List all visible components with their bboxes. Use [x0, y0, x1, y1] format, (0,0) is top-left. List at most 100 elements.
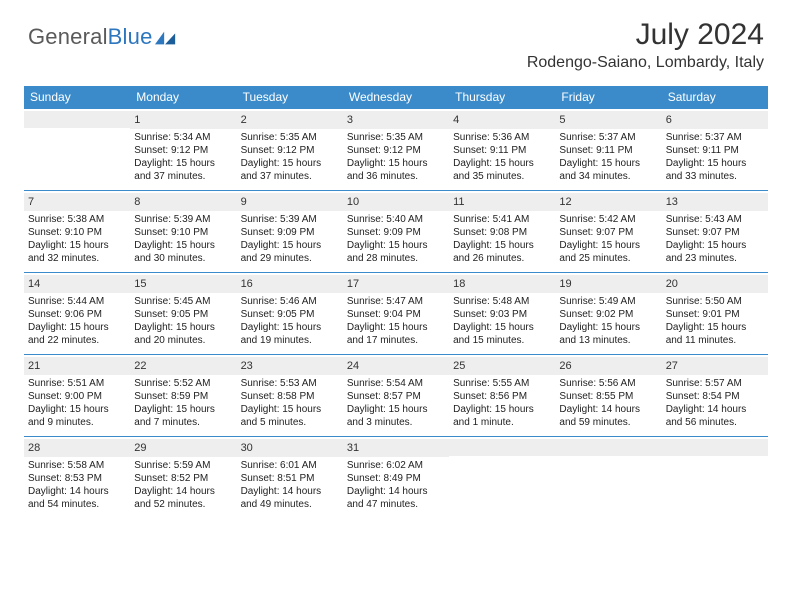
calendar-cell: 10 Sunrise: 5:40 AMSunset: 9:09 PMDayligh…: [343, 191, 449, 273]
day-number: 11: [449, 193, 555, 211]
month-title: July 2024: [527, 18, 764, 52]
day-number: 8: [130, 193, 236, 211]
sunrise-text: Sunrise: 5:40 AM: [347, 213, 445, 226]
day-number: 27: [662, 357, 768, 375]
daylight-text: Daylight: 15 hours and 7 minutes.: [134, 403, 232, 429]
sunset-text: Sunset: 9:11 PM: [559, 144, 657, 157]
sunrise-text: Sunrise: 5:50 AM: [666, 295, 764, 308]
calendar-cell: [24, 109, 130, 191]
sunset-text: Sunset: 8:55 PM: [559, 390, 657, 403]
calendar-cell: 15Sunrise: 5:45 AMSunset: 9:05 PMDayligh…: [130, 273, 236, 355]
page-header: GeneralBlue July 2024 Rodengo-Saiano, Lo…: [0, 0, 792, 76]
daylight-text: Daylight: 15 hours and 22 minutes.: [28, 321, 126, 347]
calendar-cell: 1Sunrise: 5:34 AMSunset: 9:12 PMDaylight…: [130, 109, 236, 191]
sunset-text: Sunset: 8:49 PM: [347, 472, 445, 485]
calendar-cell: 22Sunrise: 5:52 AMSunset: 8:59 PMDayligh…: [130, 355, 236, 437]
logo: GeneralBlue: [28, 24, 177, 50]
calendar-cell: 14Sunrise: 5:44 AMSunset: 9:06 PMDayligh…: [24, 273, 130, 355]
blank-day-bar: [662, 439, 768, 456]
calendar-cell: 30Sunrise: 6:01 AMSunset: 8:51 PMDayligh…: [237, 437, 343, 519]
sunrise-text: Sunrise: 5:56 AM: [559, 377, 657, 390]
day-number: 24: [343, 357, 449, 375]
day-number: 6: [662, 111, 768, 129]
dayhead-mon: Monday: [130, 86, 236, 109]
daylight-text: Daylight: 15 hours and 9 minutes.: [28, 403, 126, 429]
blank-day-bar: [555, 439, 661, 456]
calendar-cell: 18Sunrise: 5:48 AMSunset: 9:03 PMDayligh…: [449, 273, 555, 355]
sunset-text: Sunset: 8:53 PM: [28, 472, 126, 485]
sunrise-text: Sunrise: 5:53 AM: [241, 377, 339, 390]
daylight-text: Daylight: 15 hours and 28 minutes.: [347, 239, 445, 265]
calendar-cell: 16Sunrise: 5:46 AMSunset: 9:05 PMDayligh…: [237, 273, 343, 355]
sunrise-text: Sunrise: 5:42 AM: [559, 213, 657, 226]
calendar-cell: 17Sunrise: 5:47 AMSunset: 9:04 PMDayligh…: [343, 273, 449, 355]
sunrise-text: Sunrise: 5:49 AM: [559, 295, 657, 308]
daylight-text: Daylight: 15 hours and 26 minutes.: [453, 239, 551, 265]
sunrise-text: Sunrise: 5:39 AM: [241, 213, 339, 226]
sunset-text: Sunset: 9:09 PM: [347, 226, 445, 239]
calendar-cell: 21Sunrise: 5:51 AMSunset: 9:00 PMDayligh…: [24, 355, 130, 437]
calendar-cell: [662, 437, 768, 519]
day-number: 7: [24, 193, 130, 211]
calendar-cell: 26Sunrise: 5:56 AMSunset: 8:55 PMDayligh…: [555, 355, 661, 437]
calendar-header-row: Sunday Monday Tuesday Wednesday Thursday…: [24, 86, 768, 109]
calendar-cell: 31Sunrise: 6:02 AMSunset: 8:49 PMDayligh…: [343, 437, 449, 519]
sunrise-text: Sunrise: 5:54 AM: [347, 377, 445, 390]
calendar-cell: 12Sunrise: 5:42 AMSunset: 9:07 PMDayligh…: [555, 191, 661, 273]
calendar-cell: 24Sunrise: 5:54 AMSunset: 8:57 PMDayligh…: [343, 355, 449, 437]
sunset-text: Sunset: 9:00 PM: [28, 390, 126, 403]
dayhead-tue: Tuesday: [237, 86, 343, 109]
daylight-text: Daylight: 14 hours and 54 minutes.: [28, 485, 126, 511]
calendar-cell: 5Sunrise: 5:37 AMSunset: 9:11 PMDaylight…: [555, 109, 661, 191]
sunset-text: Sunset: 9:04 PM: [347, 308, 445, 321]
sunset-text: Sunset: 8:56 PM: [453, 390, 551, 403]
day-number: 10: [343, 193, 449, 211]
sunrise-text: Sunrise: 5:59 AM: [134, 459, 232, 472]
daylight-text: Daylight: 15 hours and 37 minutes.: [134, 157, 232, 183]
blank-day-bar: [449, 439, 555, 456]
daylight-text: Daylight: 15 hours and 17 minutes.: [347, 321, 445, 347]
day-number: 15: [130, 275, 236, 293]
daylight-text: Daylight: 15 hours and 34 minutes.: [559, 157, 657, 183]
sunset-text: Sunset: 9:11 PM: [453, 144, 551, 157]
calendar-week-row: 21Sunrise: 5:51 AMSunset: 9:00 PMDayligh…: [24, 355, 768, 437]
day-number: 19: [555, 275, 661, 293]
calendar-cell: 2Sunrise: 5:35 AMSunset: 9:12 PMDaylight…: [237, 109, 343, 191]
sunrise-text: Sunrise: 5:36 AM: [453, 131, 551, 144]
calendar-cell: [555, 437, 661, 519]
day-number: 14: [24, 275, 130, 293]
daylight-text: Daylight: 14 hours and 56 minutes.: [666, 403, 764, 429]
sunrise-text: Sunrise: 5:35 AM: [241, 131, 339, 144]
sunset-text: Sunset: 8:52 PM: [134, 472, 232, 485]
sunrise-text: Sunrise: 5:48 AM: [453, 295, 551, 308]
daylight-text: Daylight: 15 hours and 29 minutes.: [241, 239, 339, 265]
sunset-text: Sunset: 8:57 PM: [347, 390, 445, 403]
day-number: 30: [237, 439, 343, 457]
sunset-text: Sunset: 9:08 PM: [453, 226, 551, 239]
daylight-text: Daylight: 14 hours and 59 minutes.: [559, 403, 657, 429]
day-number: 3: [343, 111, 449, 129]
sunrise-text: Sunrise: 5:45 AM: [134, 295, 232, 308]
day-number: 5: [555, 111, 661, 129]
logo-mark-icon: [155, 29, 177, 47]
sunset-text: Sunset: 9:12 PM: [241, 144, 339, 157]
calendar-cell: 19Sunrise: 5:49 AMSunset: 9:02 PMDayligh…: [555, 273, 661, 355]
sunrise-text: Sunrise: 5:46 AM: [241, 295, 339, 308]
logo-text: GeneralBlue: [28, 24, 153, 50]
daylight-text: Daylight: 15 hours and 19 minutes.: [241, 321, 339, 347]
daylight-text: Daylight: 15 hours and 11 minutes.: [666, 321, 764, 347]
sunset-text: Sunset: 8:54 PM: [666, 390, 764, 403]
calendar-cell: 7Sunrise: 5:38 AMSunset: 9:10 PMDaylight…: [24, 191, 130, 273]
calendar-cell: 28Sunrise: 5:58 AMSunset: 8:53 PMDayligh…: [24, 437, 130, 519]
sunset-text: Sunset: 8:58 PM: [241, 390, 339, 403]
location-label: Rodengo-Saiano, Lombardy, Italy: [527, 54, 764, 72]
sunrise-text: Sunrise: 5:57 AM: [666, 377, 764, 390]
daylight-text: Daylight: 15 hours and 32 minutes.: [28, 239, 126, 265]
daylight-text: Daylight: 15 hours and 15 minutes.: [453, 321, 551, 347]
day-number: 22: [130, 357, 236, 375]
day-number: 29: [130, 439, 236, 457]
sunrise-text: Sunrise: 5:55 AM: [453, 377, 551, 390]
day-number: 21: [24, 357, 130, 375]
calendar-week-row: 14Sunrise: 5:44 AMSunset: 9:06 PMDayligh…: [24, 273, 768, 355]
calendar-cell: [449, 437, 555, 519]
